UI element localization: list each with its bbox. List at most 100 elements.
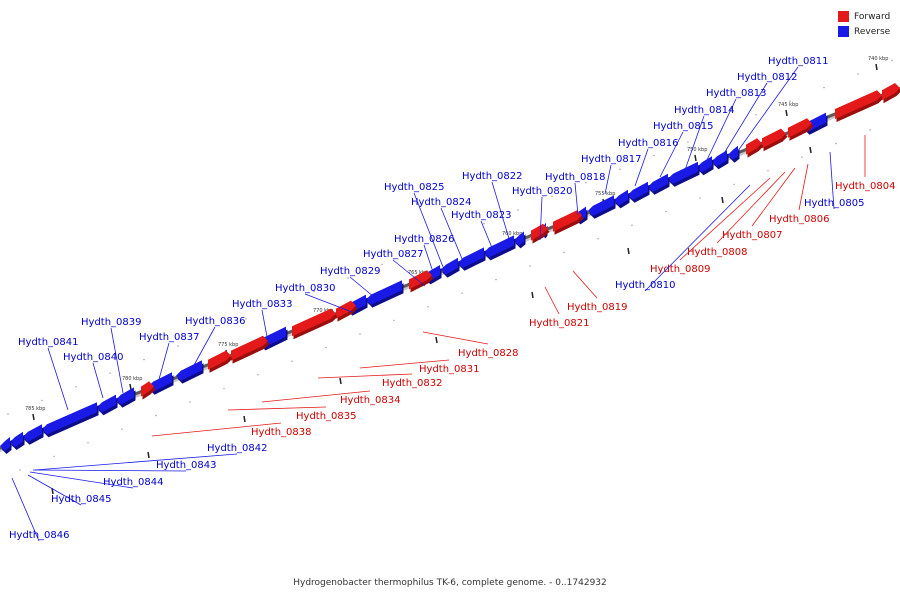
tick-mark (244, 416, 245, 422)
tick-label: 785 kbp (25, 406, 45, 412)
guide-dot (359, 333, 360, 334)
gene-label-hydth_0810: Hydth_0810 (615, 280, 676, 291)
gene-label-hydth_0809: Hydth_0809 (650, 264, 711, 275)
guide-dot (517, 209, 518, 210)
guide-dot (483, 223, 484, 224)
guide-dot (75, 386, 76, 387)
guide-dot (427, 306, 428, 307)
tick-mark (722, 197, 723, 203)
gene-label-hydth_0826: Hydth_0826 (394, 234, 455, 245)
gene-label-hydth_0844: Hydth_0844 (103, 477, 164, 488)
gene-label-hydth_0823: Hydth_0823 (451, 210, 512, 221)
legend-item-reverse: Reverse (838, 24, 890, 39)
gene-label-hydth_0806: Hydth_0806 (769, 214, 830, 225)
gene-label-hydth_0821: Hydth_0821 (529, 318, 590, 329)
gene-label-hydth_0827: Hydth_0827 (363, 249, 424, 260)
legend-item-forward: Forward (838, 9, 890, 24)
guide-dot (891, 60, 892, 61)
gene-label-hydth_0804: Hydth_0804 (835, 181, 896, 192)
guide-dot (177, 345, 178, 346)
gene-label-hydth_0814: Hydth_0814 (674, 105, 735, 116)
gene-label-hydth_0830: Hydth_0830 (275, 283, 336, 294)
legend-label: Reverse (854, 27, 890, 37)
tick-mark (786, 110, 787, 116)
guide-dot (109, 373, 110, 374)
gene-label-hydth_0820: Hydth_0820 (512, 186, 573, 197)
gene-label-hydth_0831: Hydth_0831 (419, 364, 480, 375)
gene-label-hydth_0816: Hydth_0816 (618, 138, 679, 149)
guide-dot (733, 184, 734, 185)
gene-label-hydth_0808: Hydth_0808 (687, 247, 748, 258)
gene-label-hydth_0845: Hydth_0845 (51, 494, 112, 505)
tick-mark (695, 155, 696, 161)
guide-dot (767, 170, 768, 171)
leader-line-hydth_0835 (228, 407, 326, 410)
guide-dot (223, 388, 224, 389)
guide-dot (7, 413, 8, 414)
guide-dot (619, 169, 620, 170)
gene-label-hydth_0825: Hydth_0825 (384, 182, 445, 193)
tick-mark (628, 248, 629, 254)
tick-label: 775 kbp (218, 342, 238, 348)
guide-dot (347, 277, 348, 278)
gene-label-hydth_0843: Hydth_0843 (156, 460, 217, 471)
guide-dot (257, 374, 258, 375)
guide-dot (597, 238, 598, 239)
guide-dot (143, 359, 144, 360)
gene-label-hydth_0842: Hydth_0842 (207, 443, 268, 454)
tick-mark (876, 64, 877, 70)
guide-dot (699, 197, 700, 198)
gene-label-hydth_0812: Hydth_0812 (737, 72, 798, 83)
gene-label-hydth_0836: Hydth_0836 (185, 316, 246, 327)
gene-label-hydth_0813: Hydth_0813 (706, 88, 767, 99)
leader-line-hydth_0821 (545, 287, 559, 314)
tick-mark (810, 147, 811, 153)
gene-label-hydth_0838: Hydth_0838 (251, 427, 312, 438)
guide-dot (869, 129, 870, 130)
guide-dot (381, 264, 382, 265)
gene-label-hydth_0828: Hydth_0828 (458, 348, 519, 359)
guide-dot (665, 211, 666, 212)
gene-label-hydth_0837: Hydth_0837 (139, 332, 200, 343)
guide-dot (835, 143, 836, 144)
guide-dot (121, 429, 122, 430)
gene-label-hydth_0846: Hydth_0846 (9, 530, 70, 541)
leader-line-hydth_0818 (575, 183, 578, 215)
gene-label-hydth_0815: Hydth_0815 (653, 121, 714, 132)
tick-mark (148, 452, 149, 458)
guide-dot (155, 415, 156, 416)
guide-dot (755, 114, 756, 115)
gene-label-hydth_0833: Hydth_0833 (232, 299, 293, 310)
gene-label-hydth_0805: Hydth_0805 (804, 198, 865, 209)
legend-swatch (838, 26, 849, 37)
gene-label-hydth_0840: Hydth_0840 (63, 352, 124, 363)
gene-label-hydth_0829: Hydth_0829 (320, 266, 381, 277)
guide-dot (461, 293, 462, 294)
tick-label: 740 kbp (868, 56, 888, 62)
guide-dot (325, 347, 326, 348)
leader-line-hydth_0828 (423, 332, 488, 344)
tick-label: 750 kbp (687, 147, 707, 153)
tick-mark (340, 378, 341, 384)
guide-dot (823, 87, 824, 88)
guide-dot (687, 141, 688, 142)
gene-label-hydth_0839: Hydth_0839 (81, 317, 142, 328)
guide-dot (801, 157, 802, 158)
gene-label-hydth_0822: Hydth_0822 (462, 171, 523, 182)
gene-label-hydth_0811: Hydth_0811 (768, 56, 829, 67)
legend: Forward Reverse (838, 9, 890, 39)
guide-dot (857, 73, 858, 74)
tick-mark (436, 337, 437, 343)
guide-dot (189, 401, 190, 402)
guide-dot (87, 442, 88, 443)
guide-dot (53, 456, 54, 457)
gene-label-hydth_0834: Hydth_0834 (340, 395, 401, 406)
guide-dot (41, 400, 42, 401)
gene-label-hydth_0832: Hydth_0832 (382, 378, 443, 389)
tick-mark (130, 384, 131, 390)
guide-dot (529, 265, 530, 266)
caption: Hydrogenobacter thermophilus TK-6, compl… (0, 578, 900, 588)
tick-mark (33, 414, 34, 420)
gene-label-hydth_0819: Hydth_0819 (567, 302, 628, 313)
guide-dot (653, 155, 654, 156)
